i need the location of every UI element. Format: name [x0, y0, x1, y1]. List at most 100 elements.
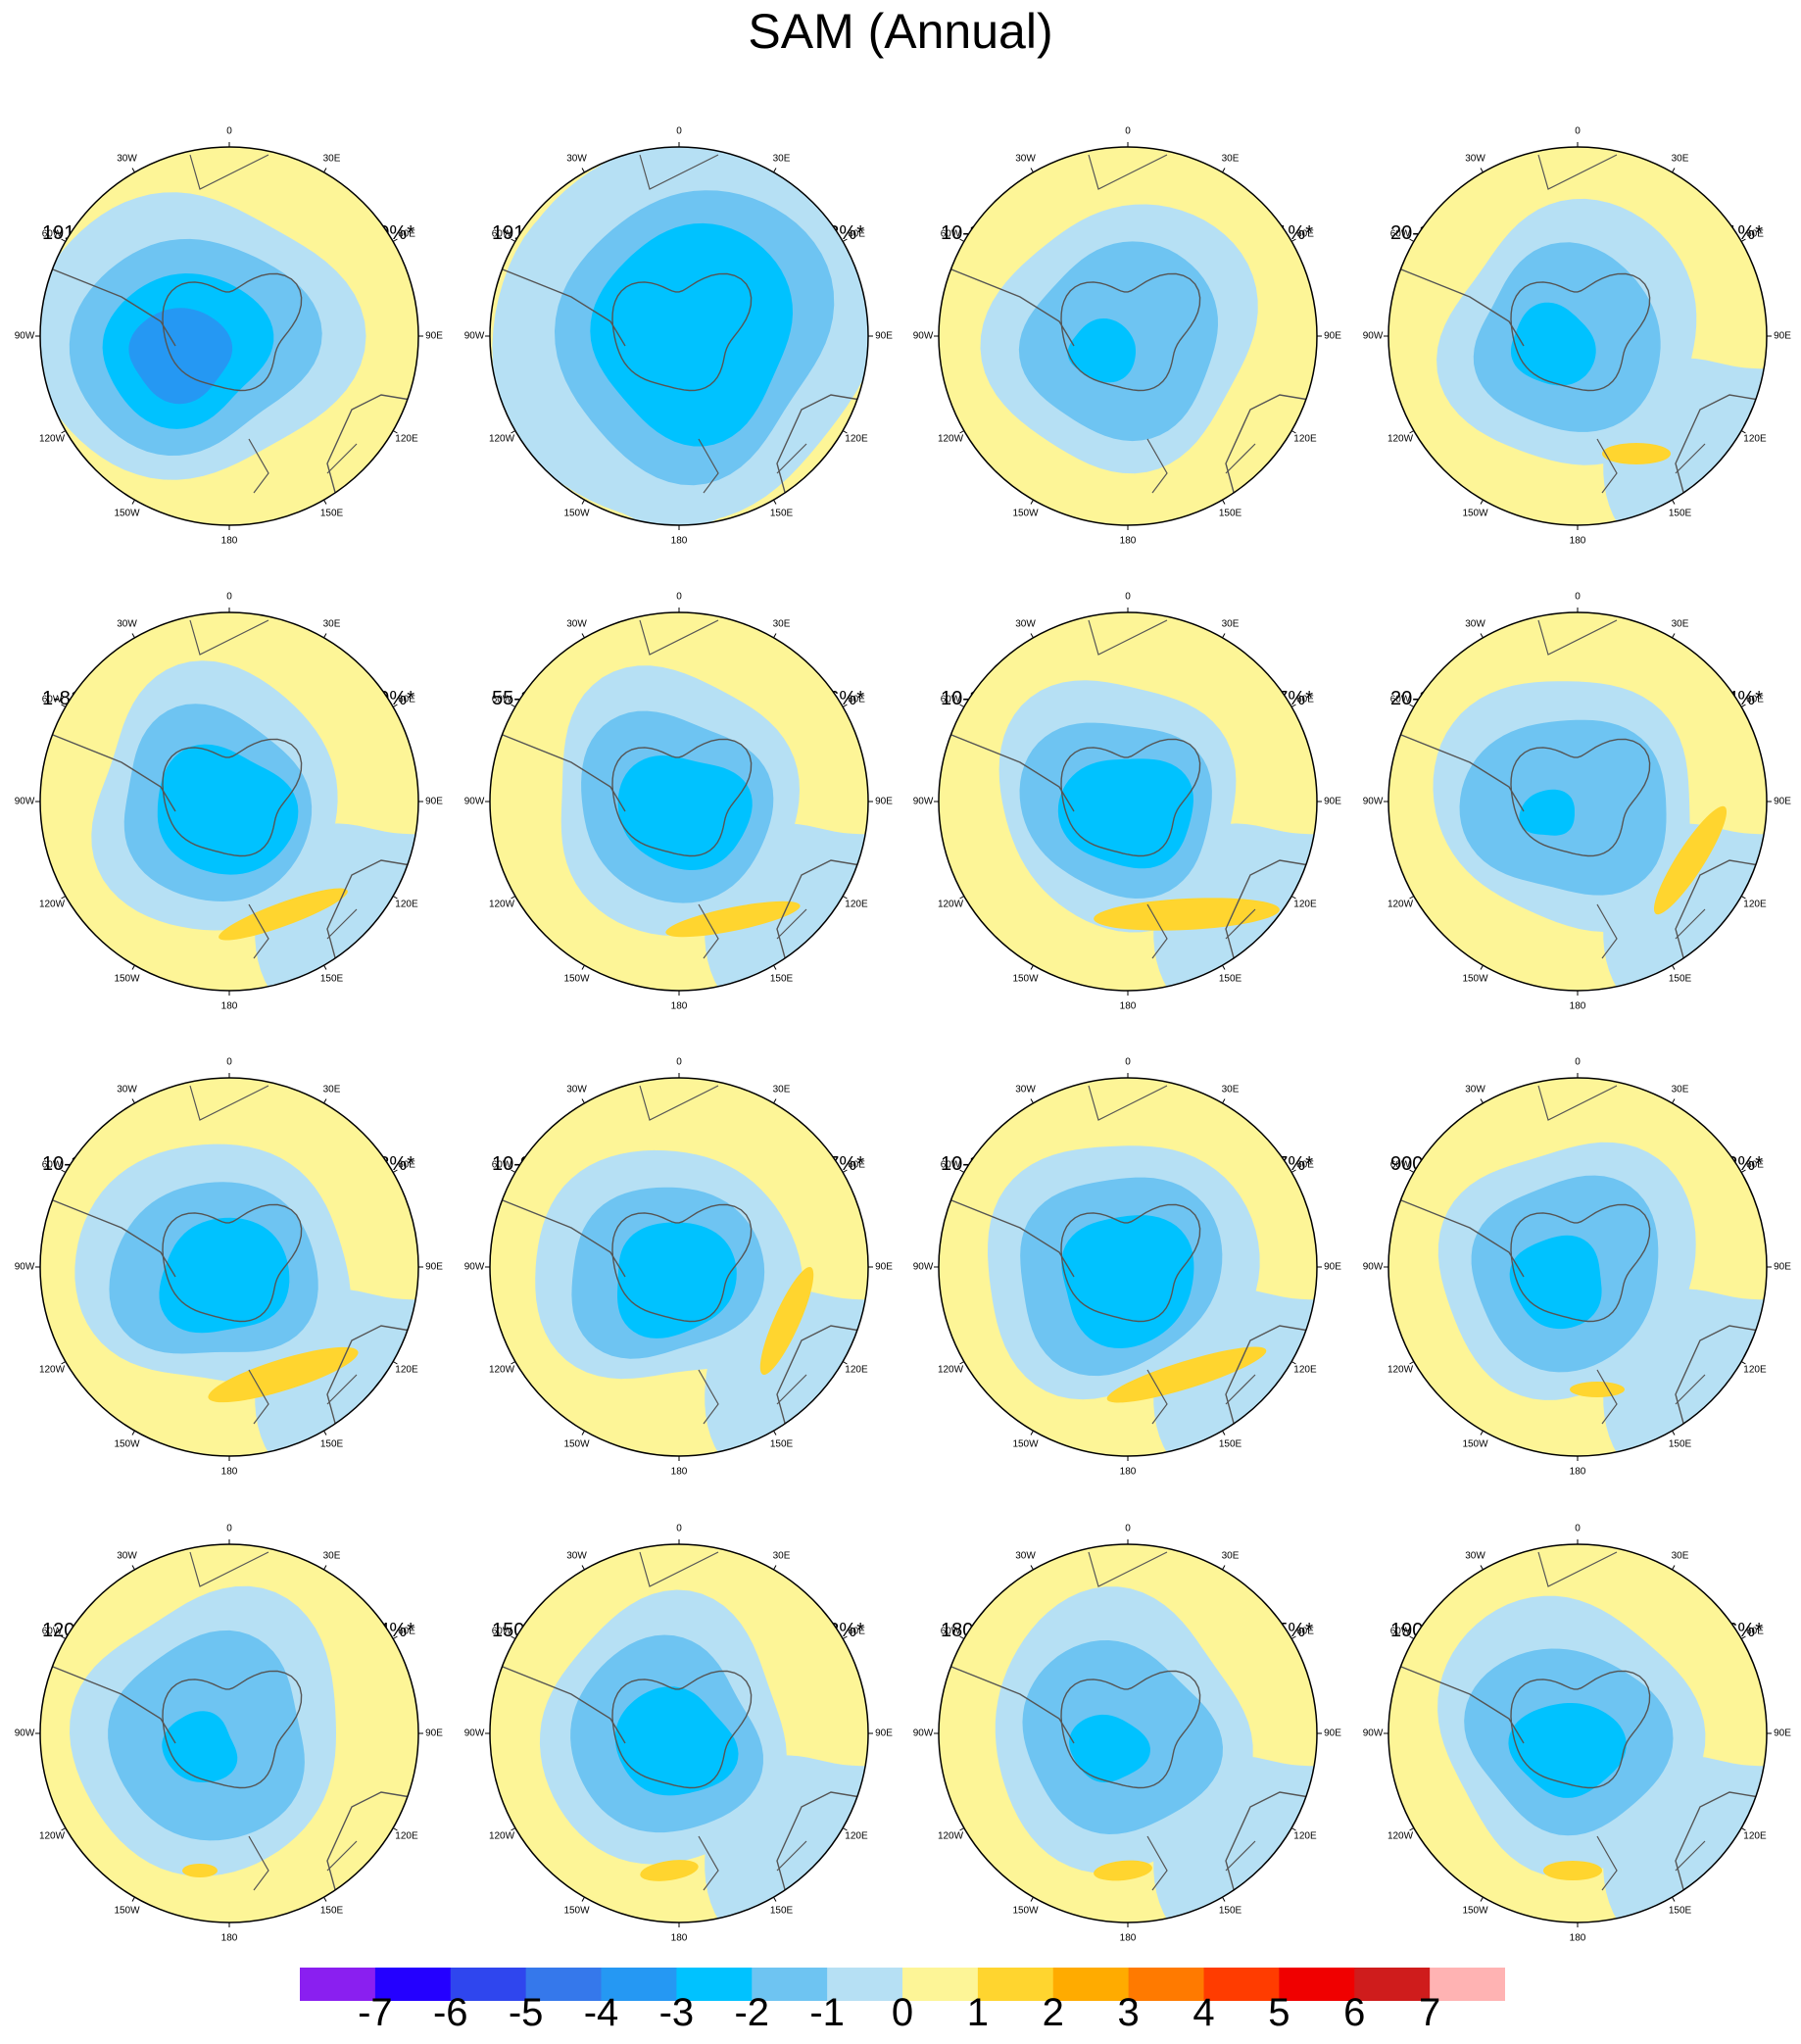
lon-tick [1740, 704, 1746, 707]
lon-tick [842, 896, 848, 900]
nz-outline [248, 1369, 358, 1425]
lon-label: 30W [1015, 153, 1036, 165]
lon-tick [842, 1827, 848, 1831]
lon-label: 120W [38, 899, 66, 909]
contour-high [1094, 1860, 1152, 1881]
lon-label: 0 [1125, 125, 1131, 137]
polar-map [934, 142, 1322, 530]
lon-tick [1222, 633, 1226, 639]
map-panel: LENS 1200-13241200-132436.4%*030E60E90E1… [5, 1485, 454, 1951]
nz-outline [698, 438, 807, 494]
lon-label: 90W [463, 330, 485, 342]
lon-label: 150E [1218, 508, 1242, 519]
lon-tick [131, 633, 135, 639]
lon-tick [1030, 1098, 1034, 1104]
lon-tick [1672, 168, 1676, 173]
lon-label: 180 [670, 1932, 688, 1944]
south-america-outline [1395, 267, 1525, 347]
lon-tick [131, 964, 135, 970]
lon-tick [581, 1896, 585, 1902]
contour-high [665, 900, 801, 938]
lon-tick [1290, 1635, 1296, 1639]
lon-label: 120E [395, 433, 418, 444]
lon-label: 120E [1743, 1364, 1767, 1375]
lon-label: 30W [566, 1084, 587, 1095]
colorbar-tick-label: -2 [734, 1991, 770, 2034]
lon-tick [511, 1169, 516, 1173]
lon-label: 90W [912, 1261, 934, 1273]
lon-label: 120W [1387, 1364, 1414, 1375]
lon-label: 120E [845, 899, 868, 909]
lon-label: 60W [41, 694, 63, 705]
lon-label: 60E [1296, 694, 1314, 705]
lon-label: 90E [425, 1728, 443, 1739]
colorbar-swatch [601, 1968, 677, 2001]
antarctica-outline [1510, 272, 1651, 392]
lon-label: 120W [937, 1364, 964, 1375]
colorbar-swatch [1354, 1968, 1431, 2001]
lon-tick [131, 1896, 135, 1902]
map-panel: LENS 900-1024900-102442.2%*030E60E90E120… [1353, 1019, 1801, 1484]
lon-label: 150W [563, 508, 590, 519]
lon-tick [131, 1565, 135, 1571]
colorbar-swatch [752, 1968, 828, 2001]
lon-label: 30E [772, 1550, 791, 1562]
lon-label: 150W [1462, 508, 1488, 519]
lon-label: 60W [491, 1626, 512, 1636]
lon-tick [511, 1827, 516, 1831]
lon-label: 90E [1774, 330, 1791, 342]
contour-low [617, 1222, 737, 1338]
lon-label: 30W [1465, 618, 1485, 630]
colorbar-swatch [525, 1968, 602, 2001]
lon-tick [323, 1565, 327, 1571]
lon-tick [323, 964, 327, 970]
lon-label: 150E [1668, 508, 1692, 519]
lon-label: 120W [38, 1364, 66, 1375]
south-america-outline [1395, 1197, 1525, 1278]
map-panel: CESM2.0 CTL 1981-8135.9%*030E60E90E120E1… [5, 554, 454, 1019]
lon-label: 60W [491, 1159, 512, 1170]
lon-tick [773, 964, 777, 970]
lon-label: 0 [1125, 591, 1131, 603]
lon-tick [1740, 238, 1746, 242]
africa-outline [639, 619, 719, 656]
lon-label: 180 [1569, 535, 1586, 547]
lon-tick [1480, 1565, 1484, 1571]
antarctica-outline [1060, 738, 1201, 857]
lon-label: 150W [563, 973, 590, 985]
lon-label: 60W [41, 228, 63, 239]
lon-tick [1480, 964, 1484, 970]
contour-high [182, 1864, 218, 1877]
lon-label: 60E [398, 228, 415, 239]
colorbar-tick-label: -3 [658, 1991, 695, 2034]
lon-label: 30E [772, 1084, 791, 1095]
lon-tick [61, 430, 67, 434]
lon-label: 30E [1671, 618, 1689, 630]
lon-label: 30W [1015, 1550, 1036, 1562]
lon-label: 150E [319, 508, 344, 519]
lon-label: 30E [322, 1084, 341, 1095]
south-america-outline [497, 267, 626, 347]
colorbar-tick-label: -1 [809, 1991, 845, 2034]
polar-map [485, 1539, 873, 1927]
nz-outline [1596, 903, 1706, 959]
lon-tick [1030, 1430, 1034, 1436]
lon-tick [392, 238, 398, 242]
lon-tick [1409, 704, 1415, 707]
lon-label: 30E [772, 153, 791, 165]
lon-tick [1222, 964, 1226, 970]
lon-label: 150W [1012, 973, 1039, 985]
lon-label: 0 [226, 591, 232, 603]
lon-label: 150E [319, 973, 344, 985]
lon-label: 90E [875, 796, 893, 807]
lon-label: 90E [425, 1261, 443, 1273]
south-america-outline [946, 1197, 1075, 1278]
colorbar-tick-label: -5 [508, 1991, 544, 2034]
lon-tick [581, 633, 585, 639]
lon-tick [1030, 168, 1034, 173]
map-panel: 20thC_ReanV21910-200558.3%*030E60E90E120… [455, 88, 903, 554]
south-america-outline [946, 1664, 1075, 1744]
colorbar-swatch [374, 1968, 452, 2001]
lon-label: 180 [1569, 1466, 1586, 1478]
colorbar-tick-label: 0 [891, 1991, 914, 2034]
